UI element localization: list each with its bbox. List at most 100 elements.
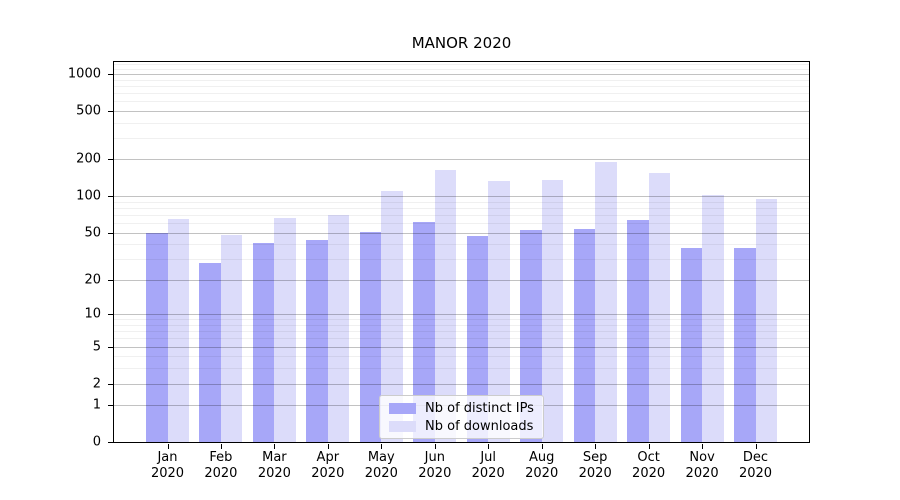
gridline-major (114, 232, 809, 234)
x-tick-label: Jul 2020 (471, 450, 505, 481)
bar-downloads (755, 198, 777, 442)
bar-downloads (488, 180, 510, 442)
y-tick-mark (108, 196, 113, 198)
gridline-major (114, 196, 809, 198)
x-tick-label: May 2020 (364, 450, 398, 481)
bar-downloads (434, 169, 457, 442)
x-tick-label: Feb 2020 (204, 450, 238, 481)
gridline-minor (114, 201, 809, 203)
gridline-major (114, 279, 809, 281)
gridline-minor (114, 259, 809, 260)
bar-downloads (327, 214, 350, 442)
plot-area: Nb of distinct IPs Nb of downloads 0 1 2 5 1… (68, 61, 810, 481)
x-tick-mark (327, 444, 329, 449)
gridline-minor (114, 64, 809, 66)
x-tick-label: Oct 2020 (632, 450, 666, 481)
y-tick-label: 0 (92, 434, 101, 450)
bar-distinct-ips (306, 240, 328, 442)
y-tick-mark (108, 405, 113, 407)
y-tick-label: 5 (92, 339, 101, 354)
gridline-minor (114, 223, 809, 224)
gridline-minor (114, 244, 809, 246)
x-tick-label: Mar 2020 (257, 450, 291, 481)
y-tick-label: 50 (84, 225, 101, 240)
bar-downloads (167, 218, 189, 442)
gridline-minor (114, 85, 809, 87)
gridline-major (114, 159, 809, 161)
y-tick-label: 1 (92, 397, 101, 413)
gridline-minor (114, 122, 809, 124)
gridline-minor (114, 368, 809, 370)
y-tick-mark (108, 442, 113, 443)
gridline-major (114, 73, 809, 75)
legend-row-distinct-ips: Nb of distinct IPs (389, 400, 534, 416)
x-tick-label: Aug 2020 (525, 450, 559, 481)
legend-row-downloads: Nb of downloads (389, 418, 534, 434)
x-tick-label: Dec 2020 (738, 450, 773, 481)
bar-downloads (541, 179, 564, 442)
x-tick-mark (274, 444, 276, 449)
gridline-minor (114, 68, 809, 70)
gridline-minor (114, 101, 809, 103)
bar-distinct-ips (199, 262, 221, 442)
gridline-major (114, 383, 809, 385)
x-tick-mark (541, 444, 543, 449)
x-tick-mark (648, 444, 650, 449)
y-tick-mark (108, 159, 113, 161)
legend: Nb of distinct IPs Nb of downloads (379, 395, 544, 439)
y-tick-label: 1000 (67, 66, 101, 82)
y-tick-mark (108, 314, 113, 316)
x-tick-mark (220, 444, 222, 449)
y-tick-label: 2 (92, 376, 101, 391)
gridline-minor (114, 137, 809, 139)
legend-label-distinct-ips: Nb of distinct IPs (425, 400, 534, 416)
chart-title: MANOR 2020 (411, 34, 512, 52)
gridline-minor (114, 324, 809, 326)
y-tick-mark (108, 346, 113, 348)
y-tick-label: 500 (76, 103, 101, 119)
y-tick-label: 200 (76, 151, 101, 167)
x-tick-mark (167, 444, 169, 449)
y-tick-label: 100 (76, 188, 101, 204)
x-tick-label: Sep 2020 (578, 450, 612, 481)
bar-downloads (702, 195, 724, 442)
bar-downloads (595, 162, 617, 442)
y-tick-mark (108, 383, 113, 385)
gridline-minor (114, 331, 809, 333)
bar-distinct-ips (146, 232, 168, 442)
bar-distinct-ips (680, 248, 703, 442)
bar-distinct-ips (466, 235, 489, 442)
x-tick-mark (381, 444, 383, 449)
bar-distinct-ips (573, 228, 596, 442)
x-tick-label: Jan 2020 (150, 450, 185, 481)
bar-downloads (220, 234, 243, 442)
x-tick-label: Apr 2020 (311, 450, 345, 481)
x-tick-label: Jun 2020 (418, 450, 452, 481)
y-tick-label: 20 (84, 272, 101, 288)
gridline-minor (114, 319, 809, 321)
legend-swatch-downloads (389, 420, 416, 432)
y-tick-mark (108, 73, 113, 75)
bar-distinct-ips (627, 220, 649, 442)
gridline-major (114, 110, 809, 112)
gridline-major (114, 314, 809, 316)
y-tick-mark (108, 110, 113, 112)
bar-distinct-ips (520, 230, 542, 442)
x-tick-mark (702, 444, 704, 449)
bar-distinct-ips (413, 222, 435, 442)
bar-distinct-ips (252, 242, 275, 442)
bar-downloads (648, 172, 671, 442)
y-tick-label: 10 (84, 306, 101, 322)
gridline-minor (114, 338, 809, 340)
gridline-minor (114, 207, 809, 209)
y-tick-mark (108, 232, 113, 234)
legend-label-downloads: Nb of downloads (425, 418, 534, 434)
gridline-minor (114, 92, 809, 94)
x-tick-mark (755, 444, 757, 449)
gridline-minor (114, 356, 809, 358)
gridline-minor (114, 79, 809, 81)
gridline-major (114, 346, 809, 348)
gridline-minor (114, 214, 809, 216)
x-tick-mark (595, 444, 597, 449)
